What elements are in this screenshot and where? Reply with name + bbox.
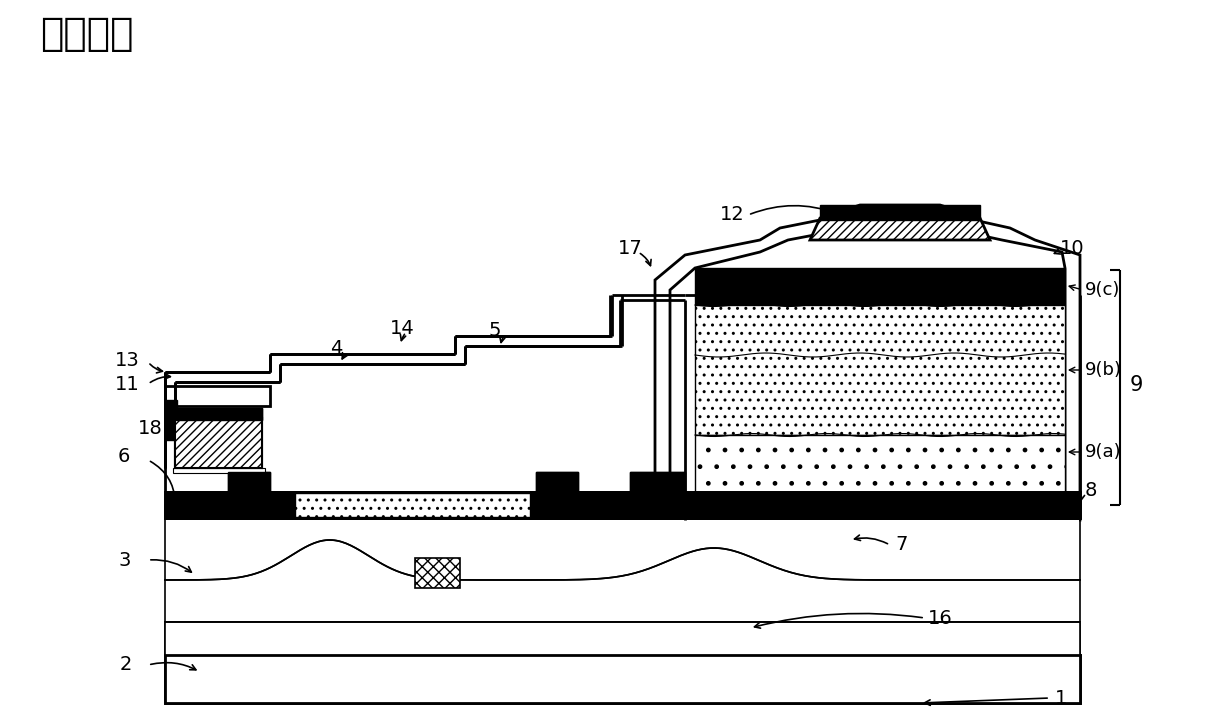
- Bar: [166, 622, 1079, 657]
- Text: 6: 6: [118, 446, 130, 465]
- Bar: [630, 492, 696, 518]
- Bar: [820, 205, 980, 220]
- Bar: [166, 386, 270, 406]
- Text: 2: 2: [120, 656, 133, 674]
- Bar: [295, 493, 529, 517]
- Bar: [535, 472, 578, 492]
- Text: 9: 9: [1131, 375, 1144, 395]
- Bar: [166, 337, 608, 472]
- Bar: [695, 305, 1065, 435]
- Text: 4: 4: [330, 338, 342, 357]
- Bar: [175, 408, 262, 420]
- Bar: [228, 472, 270, 492]
- Bar: [173, 468, 265, 473]
- Polygon shape: [655, 218, 1079, 520]
- Bar: [166, 492, 1079, 518]
- Polygon shape: [811, 205, 989, 240]
- Bar: [228, 472, 270, 492]
- Bar: [166, 492, 1079, 518]
- Bar: [415, 558, 460, 588]
- Bar: [630, 472, 685, 492]
- Bar: [295, 493, 529, 517]
- Text: 3: 3: [118, 550, 130, 569]
- Bar: [535, 472, 578, 492]
- Text: 14: 14: [389, 319, 415, 338]
- Text: 13: 13: [114, 351, 140, 370]
- Text: 9(c): 9(c): [1086, 281, 1121, 299]
- Text: 16: 16: [929, 608, 953, 627]
- Bar: [175, 418, 262, 468]
- Text: 11: 11: [114, 375, 140, 393]
- Text: 5: 5: [488, 320, 500, 340]
- Bar: [695, 268, 1065, 305]
- Text: 9(a): 9(a): [1086, 443, 1122, 461]
- Bar: [166, 622, 1079, 655]
- Text: 12: 12: [720, 205, 745, 224]
- Bar: [175, 408, 262, 420]
- Bar: [166, 336, 619, 354]
- Bar: [166, 655, 1079, 703]
- Text: 10: 10: [1060, 239, 1084, 258]
- Bar: [175, 418, 262, 468]
- Text: 18: 18: [138, 418, 163, 438]
- Text: 8: 8: [1086, 481, 1098, 499]
- Text: 9(b): 9(b): [1086, 361, 1122, 379]
- Bar: [166, 354, 460, 372]
- Text: 现有技术: 现有技术: [40, 15, 134, 53]
- Text: 17: 17: [618, 239, 643, 258]
- Bar: [166, 400, 176, 440]
- Polygon shape: [671, 232, 1065, 510]
- Bar: [166, 519, 1079, 619]
- Text: 1: 1: [1055, 688, 1067, 708]
- Bar: [630, 472, 685, 492]
- Bar: [166, 655, 1079, 703]
- Bar: [695, 435, 1065, 500]
- Text: 7: 7: [894, 536, 908, 555]
- Bar: [166, 372, 275, 492]
